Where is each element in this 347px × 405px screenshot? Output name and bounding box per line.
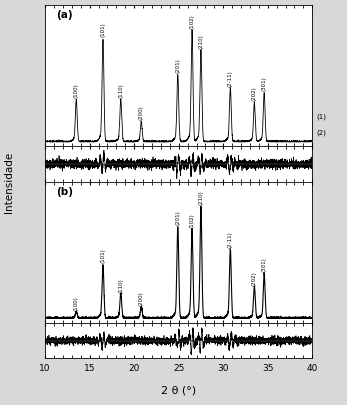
Text: (200): (200) [139, 105, 144, 120]
Text: 2 θ (°): 2 θ (°) [161, 385, 196, 395]
Text: (1): (1) [316, 113, 326, 119]
Text: (b): (b) [56, 186, 73, 196]
Text: (110): (110) [118, 277, 123, 292]
Text: (2-11): (2-11) [228, 70, 233, 87]
Text: (100): (100) [74, 83, 79, 98]
Text: (210): (210) [198, 190, 203, 205]
Text: (a): (a) [56, 10, 73, 20]
Text: (2-11): (2-11) [228, 230, 233, 247]
Text: (102): (102) [189, 14, 195, 28]
Text: (201): (201) [175, 210, 180, 225]
Text: (202): (202) [252, 86, 257, 101]
Text: (200): (200) [139, 290, 144, 305]
Text: Intensidade: Intensidade [4, 152, 14, 213]
Text: (101): (101) [101, 23, 105, 37]
Text: (2): (2) [316, 130, 326, 136]
Text: (301): (301) [262, 257, 267, 272]
Text: (110): (110) [118, 83, 123, 98]
Text: (100): (100) [74, 295, 79, 310]
Text: (202): (202) [252, 271, 257, 285]
Text: (301): (301) [262, 77, 267, 91]
Text: (210): (210) [198, 34, 203, 49]
Text: (102): (102) [189, 212, 195, 227]
Text: (101): (101) [101, 248, 105, 263]
Text: (201): (201) [175, 58, 180, 73]
